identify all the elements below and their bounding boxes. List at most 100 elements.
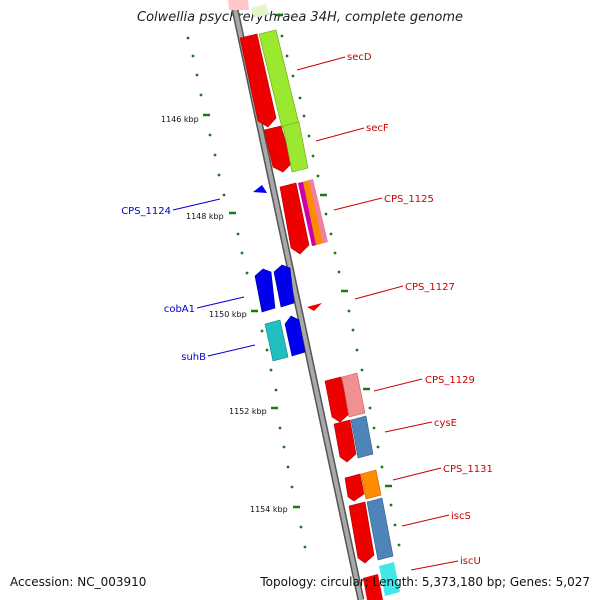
gene-feature-secF[interactable] <box>263 125 293 173</box>
leader-iscS <box>401 514 450 527</box>
tick-dot <box>389 503 393 507</box>
tick-dot <box>280 34 284 38</box>
tick-dot <box>393 523 397 527</box>
kbp-label-1152: 1152 kbp <box>229 407 267 416</box>
gene-feature-secD[interactable] <box>239 33 277 128</box>
leader-CPS_1129 <box>373 378 423 392</box>
gene-label-CPS_1124[interactable]: CPS_1124 <box>121 206 171 217</box>
tick-dot <box>199 93 203 97</box>
gene-label-CPS_1131[interactable]: CPS_1131 <box>443 464 493 475</box>
gene-feature-suhB-b[interactable] <box>284 315 306 357</box>
label-leaders <box>172 56 459 571</box>
tick-dot <box>303 545 307 549</box>
gene-function-bar-CPS_1125-b[interactable] <box>301 181 323 245</box>
gene-label-secF[interactable]: secF <box>366 123 389 134</box>
gene-label-CPS_1125[interactable]: CPS_1125 <box>384 194 434 205</box>
gene-label-cysE[interactable]: cysE <box>434 418 457 429</box>
tick-dot <box>380 465 384 469</box>
leader-suhB <box>207 344 256 357</box>
tick-dot <box>376 445 380 449</box>
tick-dot <box>329 232 333 236</box>
tick-dot <box>355 348 359 352</box>
tick-dot <box>372 426 376 430</box>
leader-CPS_1125 <box>333 197 383 211</box>
gene-label-cobA1[interactable]: cobA1 <box>164 304 195 315</box>
gene-feature-cobA1-a[interactable] <box>254 268 276 313</box>
topology-text: Topology: circular; Length: 5,373,180 bp… <box>260 575 590 589</box>
gene-function-bar-CPS_1131[interactable] <box>360 469 382 500</box>
forward-cds-track <box>228 0 383 600</box>
gene-feature-cobA1-b[interactable] <box>273 264 295 308</box>
tick-dot <box>213 153 217 157</box>
tick-dot <box>397 543 401 547</box>
tick-dot <box>278 426 282 430</box>
tick-dot <box>222 193 226 197</box>
gene-feature[interactable] <box>228 0 249 10</box>
tick-dot <box>195 73 199 77</box>
tick-dot <box>282 445 286 449</box>
gene-function-bar-iscU[interactable] <box>379 562 400 596</box>
tick-dot <box>240 251 244 255</box>
gene-function-bar-secF[interactable] <box>282 121 309 173</box>
kbp-label-1154: 1154 kbp <box>250 505 288 514</box>
tick-dot <box>236 232 240 236</box>
map-title: Colwellia psychrerythraea 34H, complete … <box>137 10 463 25</box>
tick-dot <box>191 54 195 58</box>
gene-feature-CPS_1129[interactable] <box>324 376 350 423</box>
tick-dot <box>269 368 273 372</box>
tick-dot <box>274 388 278 392</box>
gene-label-CPS_1127[interactable]: CPS_1127 <box>405 282 455 293</box>
gene-feature-CPS_1124[interactable] <box>253 185 267 193</box>
gene-function-bar-CPS_1129[interactable] <box>341 372 366 418</box>
gene-label-iscS[interactable]: iscS <box>451 511 471 522</box>
leader-cysE <box>384 421 433 433</box>
tick-dot <box>347 309 351 313</box>
gene-function-bar[interactable] <box>251 4 269 18</box>
leader-secF <box>315 127 365 142</box>
tick-dot <box>316 174 320 178</box>
gene-function-bar-cysE[interactable] <box>350 415 374 459</box>
gene-function-bar-CPS_1125-c[interactable] <box>298 182 316 246</box>
gene-feature-iscS[interactable] <box>348 501 375 564</box>
leader-CPS_1127 <box>354 285 404 300</box>
gene-feature-cysE[interactable] <box>333 419 357 463</box>
tick-dot <box>298 96 302 100</box>
tick-dot <box>285 54 289 58</box>
tick-dot <box>337 270 341 274</box>
tick-dot <box>368 406 372 410</box>
tick-dot <box>245 271 249 275</box>
gene-feature-CPS_1127[interactable] <box>307 303 322 311</box>
tick-dot <box>302 114 306 118</box>
gene-feature-suhB-a[interactable] <box>264 319 289 362</box>
tick-dot <box>311 154 315 158</box>
leader-CPS_1131 <box>392 467 442 481</box>
gene-label-secD[interactable]: secD <box>347 52 372 63</box>
gene-feature-CPS_1125[interactable] <box>279 182 310 255</box>
kbp-label-1146: 1146 kbp <box>161 115 199 124</box>
forward-function-track <box>251 4 400 596</box>
tick-dot <box>290 485 294 489</box>
kbp-label-1148: 1148 kbp <box>186 212 224 221</box>
leader-iscU <box>410 560 459 571</box>
tick-track-left <box>186 36 307 549</box>
leader-secD <box>296 56 346 71</box>
gene-label-iscU[interactable]: iscU <box>460 556 481 567</box>
kbp-ticks <box>203 13 392 509</box>
tick-dot <box>286 465 290 469</box>
tick-dot <box>351 328 355 332</box>
kbp-label-1150: 1150 kbp <box>209 310 247 319</box>
gene-function-bar-iscS[interactable] <box>366 497 394 561</box>
tick-dot <box>260 329 264 333</box>
gene-feature[interactable] <box>363 574 383 600</box>
tick-dot <box>265 348 269 352</box>
tick-dot <box>186 36 190 40</box>
tick-dot <box>324 212 328 216</box>
gene-feature-CPS_1131[interactable] <box>344 473 365 502</box>
gene-label-CPS_1129[interactable]: CPS_1129 <box>425 375 475 386</box>
gene-label-suhB[interactable]: suhB <box>181 352 206 363</box>
accession-text: Accession: NC_003910 <box>10 575 147 589</box>
tick-dot <box>360 368 364 372</box>
tick-dot <box>217 173 221 177</box>
leader-CPS_1124 <box>172 198 221 211</box>
